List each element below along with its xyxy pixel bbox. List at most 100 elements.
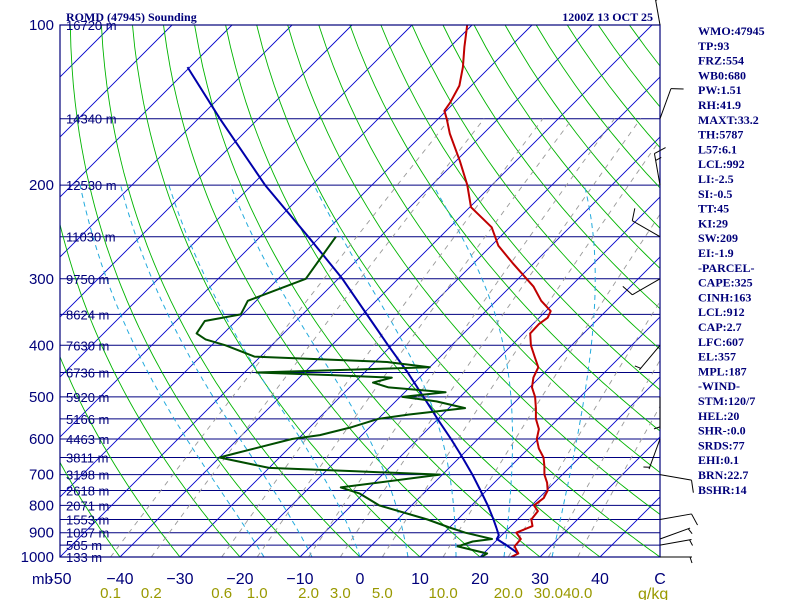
- mixing-ratio-line: [442, 213, 660, 557]
- sounding-index-item: -WIND-: [698, 379, 740, 393]
- mixing-ratio-line: [256, 118, 573, 557]
- mixing-ratio-tick-label: 0.2: [141, 585, 162, 600]
- sounding-index-item: FRZ:554: [698, 54, 744, 68]
- pressure-tick-label: 1000: [21, 549, 54, 566]
- height-label: 5920 m: [66, 390, 109, 405]
- mixing-ratio-tick-label: 0.1: [100, 585, 121, 600]
- temperature-tick-label: 40: [591, 571, 609, 588]
- temperature-axis: -50 −40 −30 −20 −10 0 10 20 30 40 C: [48, 571, 665, 588]
- temperature-tick-label: −10: [286, 571, 313, 588]
- sounding-index-item: L57:6.1: [698, 142, 737, 156]
- sounding-index-list: WMO:47945TP:93FRZ:554WB0:680PW:1.51RH:41…: [698, 24, 765, 497]
- sounding-index-item: TH:5787: [698, 128, 743, 142]
- dry-adiabat: [380, 25, 660, 391]
- chart-time: 1200Z 13 OCT 25: [562, 10, 653, 24]
- wind-barb: [659, 513, 698, 526]
- height-label: 3811 m: [66, 451, 108, 466]
- isotherm--70: [60, 25, 473, 438]
- mixing-ratio-line: [150, 118, 485, 557]
- height-label: 16720 m: [66, 18, 117, 33]
- sounding-index-item: SW:209: [698, 231, 738, 245]
- wind-barb: [653, 396, 661, 430]
- moist-adiabat: [120, 184, 313, 557]
- height-label: 11030 m: [66, 230, 116, 245]
- isotherm--120: [60, 25, 173, 138]
- dry-adiabat: [411, 25, 660, 350]
- sounding-index-item: TP:93: [698, 39, 729, 53]
- temperature-tick-label: 0: [356, 571, 365, 588]
- mixing-ratio-line: [548, 359, 660, 557]
- isotherm-10: [419, 316, 660, 557]
- sounding-index-item: SHR-:0.0: [698, 424, 746, 438]
- sounding-index-item: WMO:47945: [698, 24, 765, 38]
- temperature-tick-label: 30: [531, 571, 549, 588]
- moist-adiabat: [313, 184, 457, 557]
- temperature-tick-label: −30: [166, 571, 193, 588]
- dry-adiabat: [60, 461, 121, 557]
- sounding-index-item: CINH:163: [698, 290, 751, 304]
- chart-title: ROMD (47945) Sounding: [66, 10, 197, 24]
- sounding-index-item: -PARCEL-: [698, 261, 754, 275]
- height-label: 14340 m: [66, 112, 117, 127]
- wind-barb: [653, 0, 662, 26]
- pressure-tick-label: 800: [29, 497, 54, 514]
- thermodynamic-grid: [60, 25, 660, 557]
- temperature-tick-label: −40: [106, 571, 133, 588]
- wind-barb-column: [622, 0, 698, 564]
- sounding-index-item: STM:120/7: [698, 394, 755, 408]
- isotherm-0: [359, 256, 660, 557]
- sounding-index-item: EI:-1.9: [698, 246, 734, 260]
- sounding-index-item: LCL:992: [698, 157, 745, 171]
- dry-adiabat: [349, 25, 660, 432]
- pressure-tick-label: 900: [29, 525, 54, 542]
- moist-adiabat: [432, 184, 513, 557]
- temperature-tick-label: −20: [226, 571, 253, 588]
- isotherm--20: [239, 136, 660, 557]
- moist-adiabat: [168, 184, 361, 557]
- temperature-profile-line: [443, 25, 552, 557]
- mixing-ratio-unit-label: g/kg: [638, 586, 668, 600]
- height-label: 7630 m: [66, 338, 109, 353]
- mixing-ratio-tick-label: 1.0: [247, 585, 268, 600]
- height-label: 1553 m: [66, 513, 109, 528]
- moist-adiabat: [229, 184, 409, 557]
- dry-adiabat: [100, 25, 361, 557]
- sounding-index-item: LFC:607: [698, 335, 744, 349]
- wind-barb: [660, 556, 693, 564]
- isotherm--110: [60, 25, 233, 198]
- parcel-profile-line: [186, 66, 519, 555]
- sounding-index-item: PW:1.51: [698, 83, 742, 97]
- dewpoint-profile-line: [195, 236, 493, 557]
- wind-barb: [659, 474, 694, 493]
- height-label: 9750 m: [66, 272, 109, 287]
- sounding-index-item: TT:45: [698, 202, 729, 216]
- height-labels: 16720 m 14340 m 12530 m 11030 m 9750 m 8624 m…: [66, 18, 117, 565]
- height-label: 12530 m: [66, 178, 117, 193]
- dry-adiabat: [287, 25, 660, 515]
- dry-adiabat: [442, 25, 660, 310]
- mixing-ratio-axis: 0.1 0.2 0.6 1.0 2.0 3.0 5.0 10.0 20.0 30.0 40.0: [100, 585, 592, 600]
- height-label: 8624 m: [66, 307, 109, 322]
- dry-adiabat: [163, 25, 481, 557]
- sounding-index-item: EHI:0.1: [698, 453, 739, 467]
- sounding-index-item: MPL:187: [698, 364, 747, 378]
- isotherm--80: [60, 25, 413, 378]
- temperature-tick-label: 20: [471, 571, 489, 588]
- mixing-ratio-line: [507, 300, 660, 557]
- wind-barb: [622, 278, 661, 296]
- dry-adiabat: [318, 25, 660, 474]
- sounding-index-item: RH:41.9: [698, 98, 741, 112]
- wind-barb: [634, 344, 661, 371]
- mixing-ratio-line: [308, 118, 615, 557]
- pressure-axis: 100 200 300 400 500 600 700 800 900 1000: [21, 17, 54, 566]
- wind-barb: [653, 147, 666, 186]
- wind-barb: [659, 527, 693, 540]
- sounding-index-item: SI:-0.5: [698, 187, 732, 201]
- mixing-ratio-line: [339, 118, 641, 557]
- sounding-index-item: KI:29: [698, 216, 728, 230]
- height-label: 3198 m: [66, 468, 109, 483]
- dry-adiabat: [194, 25, 541, 557]
- height-label: 5166 m: [66, 412, 109, 427]
- sounding-profiles: [186, 25, 552, 557]
